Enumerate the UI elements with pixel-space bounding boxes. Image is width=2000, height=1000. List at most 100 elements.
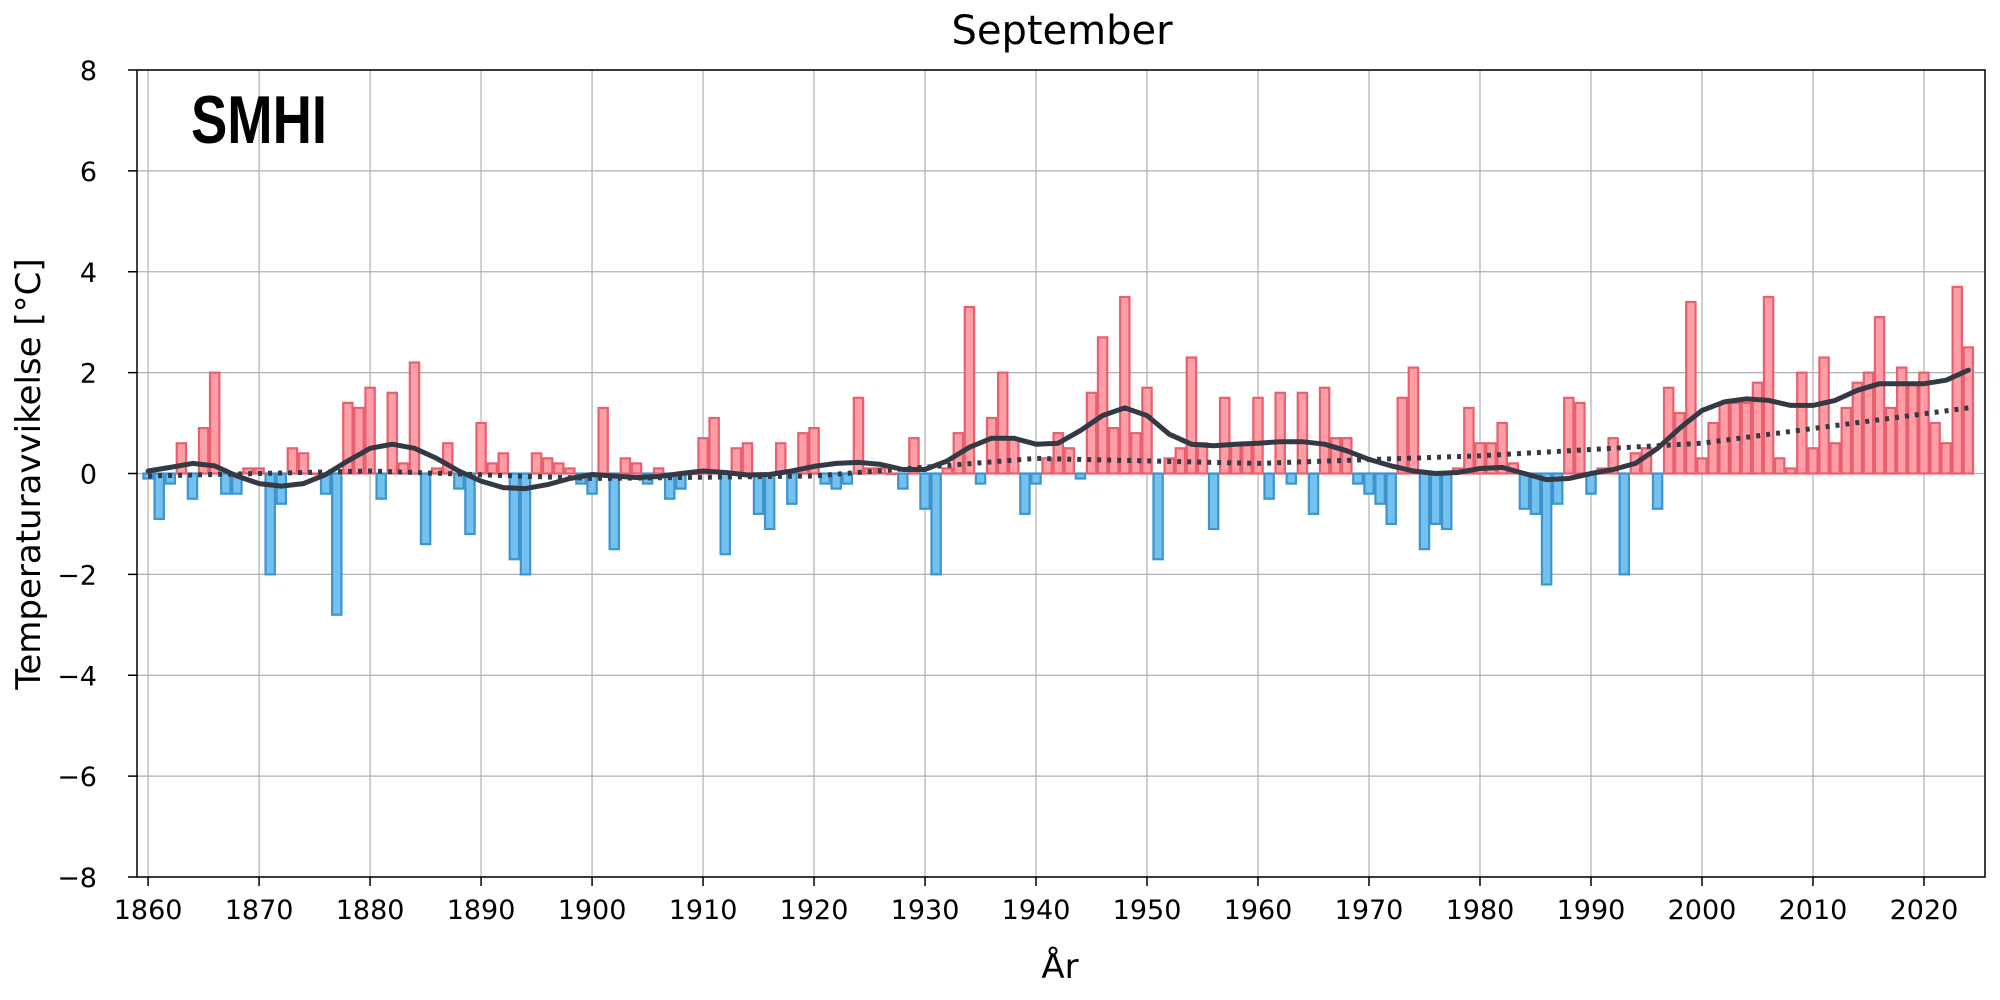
bar-1966 bbox=[1318, 386, 1331, 475]
bar-2019 bbox=[1907, 381, 1919, 475]
bar-2024 bbox=[1962, 346, 1975, 475]
y-tick-label: 2 bbox=[80, 359, 97, 390]
bar-2005 bbox=[1751, 381, 1764, 475]
x-tick-label: 1860 bbox=[114, 895, 183, 926]
bar-1989 bbox=[1574, 401, 1586, 475]
bar-1879 bbox=[353, 406, 365, 475]
bar-1872 bbox=[275, 472, 288, 505]
bar-1881 bbox=[375, 472, 387, 500]
bar-1947 bbox=[1107, 427, 1120, 475]
bar-1937 bbox=[996, 371, 1009, 475]
bar-1952 bbox=[1163, 457, 1175, 475]
x-tick-label: 1900 bbox=[558, 895, 627, 926]
trend-line bbox=[148, 405, 1969, 482]
y-axis-label: Temperaturavvikelse [°C] bbox=[9, 258, 49, 690]
bar-1950 bbox=[1141, 386, 1153, 475]
bar-2016 bbox=[1873, 316, 1886, 475]
bar-1880 bbox=[364, 386, 376, 475]
bar-1941 bbox=[1041, 457, 1053, 475]
bar-1984 bbox=[1518, 472, 1531, 510]
bar-1935 bbox=[974, 472, 987, 485]
bar-1916 bbox=[763, 472, 776, 531]
bar-1921 bbox=[819, 472, 831, 485]
y-tick-label: −4 bbox=[57, 661, 97, 692]
bar-1957 bbox=[1218, 396, 1231, 475]
y-tick-label: 8 bbox=[80, 56, 97, 87]
bar-1979 bbox=[1463, 406, 1475, 475]
bar-1898 bbox=[564, 467, 576, 475]
bar-2013 bbox=[1840, 406, 1853, 475]
bar-1927 bbox=[885, 472, 898, 476]
bar-1904 bbox=[630, 462, 643, 475]
x-tick-label: 1880 bbox=[336, 895, 405, 926]
bar-1956 bbox=[1207, 472, 1220, 531]
bar-1993 bbox=[1618, 472, 1631, 576]
bar-1892 bbox=[497, 452, 510, 475]
bar-1864 bbox=[186, 472, 199, 500]
bar-1971 bbox=[1374, 472, 1386, 505]
bar-1901 bbox=[597, 406, 609, 475]
x-tick-label: 1950 bbox=[1113, 895, 1182, 926]
bar-2010 bbox=[1807, 447, 1819, 475]
bar-1963 bbox=[1285, 472, 1298, 485]
bar-1973 bbox=[1396, 396, 1409, 475]
bar-1960 bbox=[1252, 396, 1264, 475]
bar-1968 bbox=[1341, 437, 1353, 475]
bar-1977 bbox=[1440, 472, 1453, 531]
bar-1970 bbox=[1363, 472, 1375, 495]
bar-2017 bbox=[1884, 406, 1897, 475]
bar-1948 bbox=[1119, 295, 1131, 475]
x-tick-label: 1940 bbox=[1002, 895, 1071, 926]
y-tick-label: −2 bbox=[57, 560, 97, 591]
bar-1917 bbox=[774, 442, 787, 475]
bar-1964 bbox=[1296, 391, 1309, 475]
bar-1906 bbox=[652, 467, 665, 475]
bar-1883 bbox=[397, 462, 410, 475]
smhi-logo: SMHI bbox=[191, 82, 327, 158]
bar-1902 bbox=[608, 472, 621, 551]
bar-1962 bbox=[1274, 391, 1286, 475]
bar-2021 bbox=[1929, 421, 1941, 475]
bar-1930 bbox=[919, 472, 931, 510]
bar-1976 bbox=[1429, 472, 1442, 526]
bar-1913 bbox=[730, 447, 743, 475]
bar-1946 bbox=[1096, 336, 1109, 475]
bar-2020 bbox=[1918, 371, 1930, 475]
bar-1929 bbox=[908, 437, 920, 475]
bar-1936 bbox=[985, 416, 998, 475]
bar-1884 bbox=[408, 361, 421, 475]
bar-1890 bbox=[475, 421, 487, 475]
bar-1911 bbox=[708, 416, 720, 475]
bar-1891 bbox=[486, 462, 498, 475]
bar-1969 bbox=[1352, 472, 1364, 485]
smoothed-mean-line bbox=[145, 367, 1971, 492]
x-tick-label: 1930 bbox=[891, 895, 960, 926]
x-tick-label: 1870 bbox=[225, 895, 294, 926]
bar-1863 bbox=[175, 442, 188, 475]
bar-1986 bbox=[1540, 472, 1553, 586]
bar-2006 bbox=[1762, 295, 1775, 475]
bar-1951 bbox=[1152, 472, 1164, 561]
bar-1954 bbox=[1185, 356, 1198, 475]
x-tick-label: 2000 bbox=[1668, 895, 1737, 926]
bar-1910 bbox=[697, 437, 709, 475]
y-tick-label: −6 bbox=[57, 762, 97, 793]
bar-2000 bbox=[1696, 457, 1708, 475]
bar-2008 bbox=[1785, 467, 1797, 475]
bar-1919 bbox=[797, 432, 809, 475]
bar-1942 bbox=[1052, 432, 1064, 475]
bar-1985 bbox=[1529, 472, 1542, 515]
bar-2011 bbox=[1818, 356, 1830, 475]
bar-1961 bbox=[1263, 472, 1275, 500]
x-axis-label: År bbox=[1041, 946, 1078, 987]
bar-1965 bbox=[1307, 472, 1320, 515]
bar-1895 bbox=[530, 452, 543, 475]
bar-1932 bbox=[941, 467, 953, 475]
bar-1912 bbox=[719, 472, 732, 556]
bar-1873 bbox=[286, 447, 299, 475]
bar-1914 bbox=[741, 442, 754, 475]
y-tick-label: 4 bbox=[80, 258, 97, 289]
bar-1878 bbox=[342, 401, 354, 475]
bar-1939 bbox=[1019, 472, 1031, 515]
bar-1996 bbox=[1651, 472, 1664, 510]
